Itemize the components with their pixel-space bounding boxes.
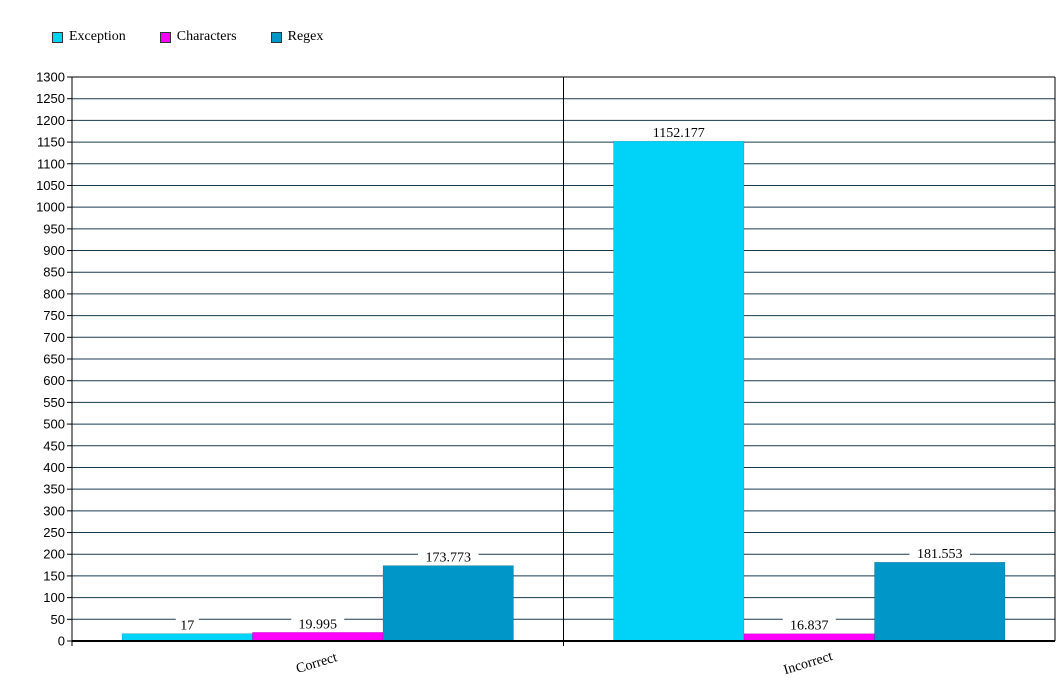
y-tick-label: 650 bbox=[43, 352, 65, 367]
y-tick-label: 300 bbox=[43, 503, 65, 518]
y-tick-label: 800 bbox=[43, 286, 65, 301]
y-tick-label: 50 bbox=[51, 612, 65, 627]
bar-regex-incorrect bbox=[874, 561, 1006, 642]
axes bbox=[67, 76, 1056, 646]
data-label: 19.995 bbox=[299, 617, 338, 632]
legend-label-regex: Regex bbox=[287, 29, 324, 44]
y-tick-label: 100 bbox=[43, 590, 65, 605]
grid-lines bbox=[72, 76, 1055, 646]
data-label-background bbox=[909, 544, 970, 562]
data-label: 17 bbox=[180, 619, 194, 634]
y-tick-label: 400 bbox=[43, 460, 65, 475]
data-label: 173.773 bbox=[425, 551, 471, 566]
bar-characters-correct bbox=[252, 632, 384, 642]
legend-label-characters: Characters bbox=[176, 29, 237, 44]
y-tick-label: 250 bbox=[43, 525, 65, 540]
data-label: 16.837 bbox=[790, 619, 829, 634]
bar-exception-incorrect bbox=[613, 140, 745, 642]
data-label: 181.553 bbox=[917, 547, 963, 562]
data-label-background bbox=[417, 547, 479, 565]
y-tick-label: 500 bbox=[43, 417, 65, 432]
data-label-background bbox=[291, 614, 345, 632]
bar-characters-incorrect bbox=[743, 633, 875, 642]
y-tick-label: 550 bbox=[43, 395, 65, 410]
legend-swatch-regex bbox=[270, 31, 282, 43]
legend-label-exception: Exception bbox=[69, 29, 126, 44]
legend-item-regex: Regex bbox=[270, 29, 324, 45]
y-tick-label: 700 bbox=[43, 330, 65, 345]
y-tick-label: 900 bbox=[43, 243, 65, 258]
y-tick-label: 0 bbox=[58, 634, 65, 649]
y-tick-label: 1100 bbox=[37, 156, 65, 171]
y-tick-label: 1150 bbox=[37, 135, 65, 150]
y-tick-label: 200 bbox=[43, 547, 65, 562]
bar-regex-correct bbox=[382, 565, 514, 642]
y-tick-label: 950 bbox=[43, 221, 65, 236]
y-tick-label: 1300 bbox=[36, 70, 65, 85]
y-tick-label: 150 bbox=[43, 568, 65, 583]
y-tick-label: 1000 bbox=[36, 200, 65, 215]
legend-swatch-exception bbox=[52, 31, 63, 43]
y-tick-label: 600 bbox=[43, 373, 65, 388]
bars bbox=[121, 140, 1006, 642]
data-label: 1152.177 bbox=[653, 126, 705, 141]
y-tick-label: 350 bbox=[43, 482, 65, 497]
y-tick-label: 1250 bbox=[36, 91, 65, 106]
data-label-background bbox=[782, 615, 836, 633]
legend-item-characters: Characters bbox=[159, 29, 237, 45]
category-label: Correct bbox=[294, 650, 339, 677]
y-tick-label: 1050 bbox=[36, 178, 65, 193]
legend: Exception Characters Regex bbox=[52, 28, 357, 46]
legend-swatch-characters bbox=[159, 31, 171, 43]
y-tick-label: 750 bbox=[43, 308, 65, 323]
y-tick-label: 450 bbox=[43, 438, 65, 453]
y-tick-label: 850 bbox=[43, 265, 65, 280]
legend-item-exception: Exception bbox=[52, 29, 126, 45]
category-label: Incorrect bbox=[782, 649, 835, 678]
bar-exception-correct bbox=[121, 633, 253, 642]
y-tick-label: 1200 bbox=[36, 113, 65, 128]
data-label-background bbox=[644, 123, 713, 141]
data-label-background bbox=[175, 615, 199, 633]
